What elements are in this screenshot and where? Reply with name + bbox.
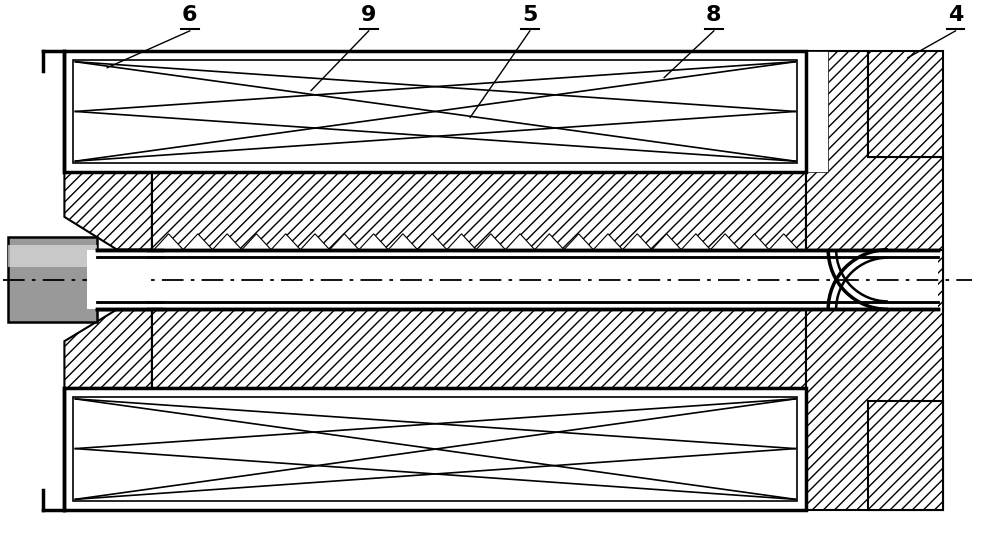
Polygon shape: [242, 294, 271, 309]
Polygon shape: [476, 234, 505, 250]
Polygon shape: [183, 294, 212, 309]
Polygon shape: [154, 294, 183, 309]
Polygon shape: [505, 234, 535, 250]
Bar: [97, 257, 938, 302]
Polygon shape: [652, 234, 681, 250]
Polygon shape: [535, 294, 564, 309]
Polygon shape: [64, 388, 806, 510]
Polygon shape: [868, 401, 943, 510]
Polygon shape: [418, 234, 447, 250]
Bar: [87, 250, 147, 309]
Polygon shape: [593, 234, 623, 250]
Polygon shape: [73, 397, 797, 501]
Polygon shape: [681, 234, 710, 250]
Polygon shape: [505, 294, 535, 309]
Polygon shape: [769, 294, 798, 309]
Polygon shape: [359, 294, 388, 309]
Polygon shape: [769, 234, 798, 250]
Polygon shape: [806, 51, 828, 172]
Text: 8: 8: [706, 5, 722, 25]
Polygon shape: [564, 294, 593, 309]
Polygon shape: [154, 234, 183, 250]
Polygon shape: [64, 309, 152, 388]
Polygon shape: [476, 294, 505, 309]
Polygon shape: [623, 294, 652, 309]
Bar: [8, 237, 97, 323]
Polygon shape: [152, 309, 806, 388]
Polygon shape: [447, 234, 476, 250]
Text: 6: 6: [182, 5, 197, 25]
Polygon shape: [535, 234, 564, 250]
Polygon shape: [359, 234, 388, 250]
Text: 4: 4: [948, 5, 963, 25]
Polygon shape: [652, 294, 681, 309]
Polygon shape: [623, 234, 652, 250]
Polygon shape: [418, 294, 447, 309]
Polygon shape: [388, 294, 418, 309]
Text: 5: 5: [522, 5, 538, 25]
Polygon shape: [681, 294, 710, 309]
Polygon shape: [388, 234, 418, 250]
Polygon shape: [593, 294, 623, 309]
Polygon shape: [212, 294, 242, 309]
Polygon shape: [212, 234, 242, 250]
Polygon shape: [806, 51, 943, 309]
Polygon shape: [740, 234, 769, 250]
Polygon shape: [868, 51, 943, 157]
Polygon shape: [710, 294, 740, 309]
Polygon shape: [300, 234, 330, 250]
Polygon shape: [300, 294, 330, 309]
Bar: [97, 250, 938, 309]
Polygon shape: [271, 294, 300, 309]
Bar: [8, 245, 97, 267]
Polygon shape: [330, 294, 359, 309]
Text: 9: 9: [361, 5, 376, 25]
Polygon shape: [242, 234, 271, 250]
Polygon shape: [447, 294, 476, 309]
Polygon shape: [271, 234, 300, 250]
Polygon shape: [183, 234, 212, 250]
Polygon shape: [64, 172, 152, 250]
Polygon shape: [740, 294, 769, 309]
Polygon shape: [73, 60, 797, 163]
Polygon shape: [564, 234, 593, 250]
Polygon shape: [806, 250, 943, 510]
Polygon shape: [710, 234, 740, 250]
Polygon shape: [64, 51, 806, 172]
Polygon shape: [330, 234, 359, 250]
Polygon shape: [152, 172, 806, 250]
